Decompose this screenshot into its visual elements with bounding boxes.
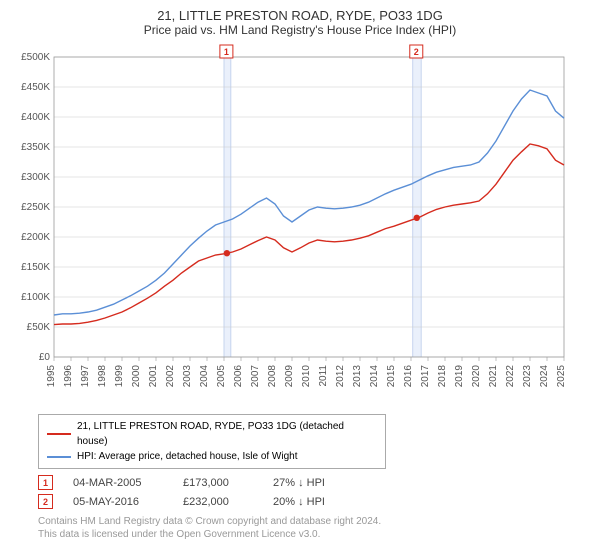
svg-text:£50K: £50K	[27, 322, 51, 333]
page-subtitle: Price paid vs. HM Land Registry's House …	[12, 23, 588, 37]
marker-row: 2 05-MAY-2016 £232,000 20% ↓ HPI	[38, 494, 588, 509]
page-title: 21, LITTLE PRESTON ROAD, RYDE, PO33 1DG	[12, 8, 588, 23]
svg-text:2015: 2015	[386, 365, 397, 388]
svg-text:1996: 1996	[63, 365, 74, 388]
svg-text:2003: 2003	[182, 365, 193, 388]
legend-swatch	[47, 456, 71, 458]
svg-text:2013: 2013	[352, 365, 363, 388]
copyright-line2: This data is licensed under the Open Gov…	[38, 529, 320, 540]
svg-text:£150K: £150K	[21, 262, 50, 273]
svg-text:£100K: £100K	[21, 292, 50, 303]
svg-text:2001: 2001	[148, 365, 159, 388]
legend-box: 21, LITTLE PRESTON ROAD, RYDE, PO33 1DG …	[38, 414, 386, 469]
svg-text:£250K: £250K	[21, 202, 50, 213]
legend-item: 21, LITTLE PRESTON ROAD, RYDE, PO33 1DG …	[47, 419, 377, 449]
svg-text:2019: 2019	[454, 365, 465, 388]
svg-text:2002: 2002	[165, 365, 176, 388]
svg-text:2005: 2005	[216, 365, 227, 388]
svg-text:2009: 2009	[284, 365, 295, 388]
marker-table: 1 04-MAR-2005 £173,000 27% ↓ HPI 2 05-MAY-201…	[38, 475, 588, 509]
svg-text:£200K: £200K	[21, 232, 50, 243]
svg-text:2010: 2010	[301, 365, 312, 388]
svg-text:2021: 2021	[488, 365, 499, 388]
marker-date: 04-MAR-2005	[73, 477, 163, 489]
svg-text:£0: £0	[39, 352, 51, 363]
svg-text:1998: 1998	[97, 365, 108, 388]
marker-price: £173,000	[183, 477, 253, 489]
svg-text:2018: 2018	[437, 365, 448, 388]
legend-label: 21, LITTLE PRESTON ROAD, RYDE, PO33 1DG …	[77, 419, 377, 449]
svg-text:2025: 2025	[556, 365, 567, 388]
svg-text:2004: 2004	[199, 365, 210, 388]
svg-text:1999: 1999	[114, 365, 125, 388]
svg-text:2016: 2016	[403, 365, 414, 388]
svg-text:£400K: £400K	[21, 112, 50, 123]
marker-date: 05-MAY-2016	[73, 496, 163, 508]
copyright-text: Contains HM Land Registry data © Crown c…	[38, 515, 588, 541]
svg-text:2007: 2007	[250, 365, 261, 388]
report-container: 21, LITTLE PRESTON ROAD, RYDE, PO33 1DG …	[0, 0, 600, 551]
legend-swatch	[47, 433, 71, 435]
svg-text:2011: 2011	[318, 365, 329, 387]
svg-text:2014: 2014	[369, 365, 380, 388]
svg-text:2: 2	[414, 47, 419, 57]
svg-text:1995: 1995	[46, 365, 57, 388]
legend-item: HPI: Average price, detached house, Isle…	[47, 449, 377, 464]
marker-badge: 2	[38, 494, 53, 509]
price-chart: £0 £50K £100K £150K £200K £250K £300K £350K £400…	[12, 43, 572, 403]
marker-badge: 1	[38, 475, 53, 490]
marker-price: £232,000	[183, 496, 253, 508]
svg-text:£500K: £500K	[21, 52, 50, 63]
svg-text:£450K: £450K	[21, 82, 50, 93]
copyright-line1: Contains HM Land Registry data © Crown c…	[38, 516, 381, 527]
svg-text:2008: 2008	[267, 365, 278, 388]
svg-text:£300K: £300K	[21, 172, 50, 183]
series-hpi	[54, 90, 564, 315]
svg-text:2024: 2024	[539, 365, 550, 388]
svg-text:2006: 2006	[233, 365, 244, 388]
marker-diff: 20% ↓ HPI	[273, 496, 353, 508]
svg-text:2020: 2020	[471, 365, 482, 388]
svg-text:2012: 2012	[335, 365, 346, 388]
series-property	[54, 144, 564, 325]
svg-text:£350K: £350K	[21, 142, 50, 153]
svg-text:1: 1	[224, 47, 229, 57]
svg-text:2022: 2022	[505, 365, 516, 388]
svg-text:2017: 2017	[420, 365, 431, 388]
marker-row: 1 04-MAR-2005 £173,000 27% ↓ HPI	[38, 475, 588, 490]
svg-text:2023: 2023	[522, 365, 533, 388]
marker-diff: 27% ↓ HPI	[273, 477, 353, 489]
legend-label: HPI: Average price, detached house, Isle…	[77, 449, 298, 464]
svg-text:2000: 2000	[131, 365, 142, 388]
svg-text:1997: 1997	[80, 365, 91, 388]
